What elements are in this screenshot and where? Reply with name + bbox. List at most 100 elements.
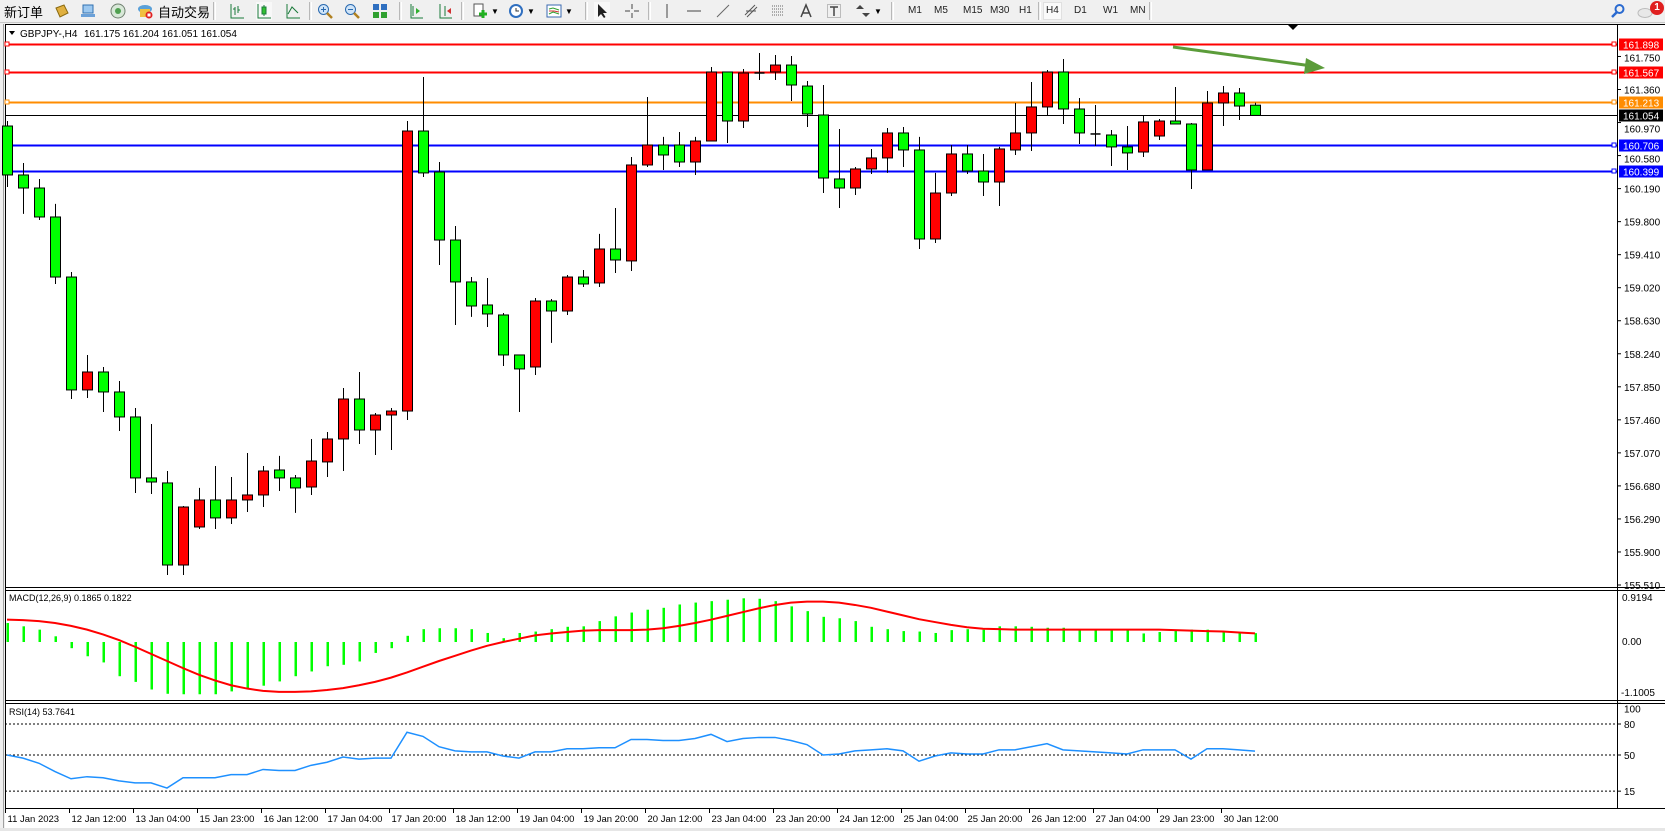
line-chart-icon (285, 3, 301, 19)
candle-bearish (962, 153, 973, 172)
price-level-tag (1619, 165, 1663, 178)
macd-histogram-bar (1142, 633, 1145, 642)
price-tick-label: 156.680 (1624, 482, 1661, 493)
timeframe-w1[interactable]: W1 (1103, 5, 1118, 16)
macd-histogram-bar (534, 631, 537, 642)
price-level-value: 160.399 (1623, 168, 1660, 179)
zoom-out-button[interactable] (344, 2, 360, 20)
timeframe-h1[interactable]: H1 (1019, 5, 1032, 16)
crosshair-icon (624, 3, 640, 19)
tile-windows-icon (372, 3, 388, 19)
price-level-tag (1619, 38, 1663, 51)
macd-histogram-bar (726, 599, 729, 642)
macd-histogram-bar (646, 609, 649, 642)
price-tick-label: 156.290 (1624, 515, 1661, 526)
arrows-icon (855, 3, 871, 19)
chart-shift-marker-icon[interactable] (1288, 25, 1298, 30)
macd-histogram-bar (134, 642, 137, 682)
macd-histogram-bar (710, 601, 713, 642)
timeframe-mn[interactable]: MN (1130, 5, 1146, 16)
signals-button[interactable] (110, 2, 126, 20)
toolbar-separator (309, 2, 312, 20)
timeframe-m15[interactable]: M15 (963, 5, 983, 16)
navigator-button[interactable] (80, 2, 96, 20)
price-level-value: 160.706 (1623, 142, 1660, 153)
new-chart-button[interactable]: ▼ (472, 2, 499, 20)
candle-bearish (1234, 92, 1245, 107)
candle-bearish (1106, 134, 1117, 148)
market-watch-button[interactable] (54, 2, 70, 20)
candlestick-button[interactable] (256, 2, 272, 20)
auto-scroll-button[interactable] (408, 2, 424, 20)
templates-button[interactable]: ▼ (546, 2, 573, 20)
chart-symbol: GBPJPY-,H4 (20, 29, 78, 40)
arrows-button[interactable]: ▼ (855, 2, 882, 20)
new-order-button[interactable]: 新订单 (4, 2, 43, 20)
trend-arrow[interactable] (1172, 45, 1325, 74)
trendline-button[interactable] (715, 2, 731, 20)
candle-bullish (594, 248, 605, 284)
fibonacci-fan-button[interactable] (771, 2, 787, 20)
level-handle-icon (1611, 41, 1617, 47)
candle-bearish (466, 281, 477, 307)
macd-histogram-bar (454, 628, 457, 642)
macd-histogram-bar (486, 632, 489, 642)
time-label: 18 Jan 12:00 (456, 814, 511, 825)
macd-histogram-bar (822, 616, 825, 642)
horizontal-line-button[interactable] (686, 2, 702, 20)
chevron-down-icon[interactable]: ▼ (527, 6, 535, 16)
timeframe-d1[interactable]: D1 (1074, 5, 1087, 16)
chevron-down-icon[interactable]: ▼ (874, 6, 882, 16)
macd-histogram-bar (470, 629, 473, 642)
candle-bullish (242, 494, 253, 501)
zoom-in-button[interactable] (317, 2, 333, 20)
timeframe-m30[interactable]: M30 (990, 5, 1010, 16)
current-price-value: 161.054 (1623, 112, 1660, 123)
auto-trading-icon (137, 3, 153, 19)
auto-trading-button[interactable]: 自动交易 (137, 2, 210, 20)
chevron-down-icon[interactable]: ▼ (565, 6, 573, 16)
candle-bearish (162, 482, 173, 566)
candle-bearish (802, 85, 813, 115)
bar-chart-button[interactable] (229, 2, 245, 20)
candle-bearish (610, 248, 621, 261)
templates-icon (546, 3, 562, 19)
timeframe-m1[interactable]: M1 (908, 5, 922, 16)
macd-histogram-bar (22, 626, 25, 642)
candle-bullish (530, 300, 541, 368)
new-order-label: 新订单 (4, 4, 44, 20)
tile-windows-button[interactable] (372, 2, 388, 20)
candle-bullish (706, 71, 717, 142)
timeframe-h4[interactable]: H4 (1043, 2, 1062, 20)
price-tick-label: 155.900 (1624, 548, 1661, 559)
search-button[interactable] (1610, 2, 1626, 20)
vertical-line-button[interactable] (659, 2, 675, 20)
candle-bearish (98, 371, 109, 393)
time-label: 17 Jan 20:00 (392, 814, 447, 825)
chart-shift-button[interactable] (437, 2, 453, 20)
cursor-button[interactable] (594, 2, 610, 20)
level-handle-icon (1611, 168, 1617, 174)
crosshair-button[interactable] (624, 2, 640, 20)
candle-bullish (994, 148, 1005, 183)
symbol-menu-triangle-icon[interactable] (9, 31, 15, 35)
time-label: 24 Jan 12:00 (840, 814, 895, 825)
level-handle-icon (4, 69, 10, 75)
macd-histogram-bar (566, 626, 569, 642)
chevron-down-icon[interactable]: ▼ (491, 6, 499, 16)
timeframe-m5[interactable]: M5 (934, 5, 948, 16)
arrow-head-icon (1304, 58, 1325, 74)
time-label: 15 Jan 23:00 (200, 814, 255, 825)
fibonacci-expansion-button[interactable] (743, 2, 759, 20)
text-button[interactable] (798, 2, 814, 20)
candle-bearish (1058, 71, 1069, 110)
time-label: 17 Jan 04:00 (328, 814, 383, 825)
text-label-button[interactable] (826, 2, 842, 20)
periods-button[interactable]: ▼ (508, 2, 535, 20)
fibonacci-expansion-icon (743, 3, 759, 19)
time-label: 30 Jan 12:00 (1224, 814, 1279, 825)
candle-bullish (178, 506, 189, 566)
line-chart-button[interactable] (285, 2, 301, 20)
candle-bullish (226, 499, 237, 519)
